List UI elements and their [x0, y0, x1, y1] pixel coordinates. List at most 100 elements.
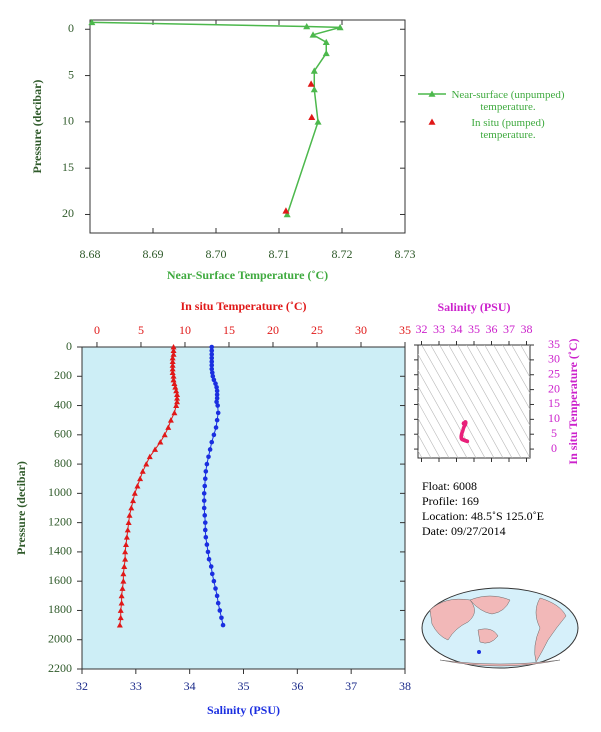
data-point [209, 352, 215, 357]
y-tick-label: 1600 [48, 573, 72, 587]
data-point [137, 475, 144, 482]
x-tick-label: 8.72 [332, 247, 353, 261]
data-point [118, 600, 125, 606]
x-tick-label: 33 [433, 322, 445, 336]
isopycnal [439, 345, 504, 458]
data-point [122, 556, 129, 562]
data-point [124, 526, 131, 533]
data-point [201, 491, 207, 496]
x-tick-label: 8.68 [80, 247, 101, 261]
x-tick-label: 33 [130, 679, 142, 693]
data-point [174, 395, 181, 401]
data-point [165, 424, 172, 430]
data-point [134, 483, 141, 489]
isopycnal [418, 353, 477, 458]
data-point [303, 22, 311, 30]
x2-tick-label: 20 [267, 323, 279, 337]
isopycnal [421, 345, 486, 458]
data-point [201, 505, 207, 511]
x-tick-label: 37 [503, 322, 515, 336]
data-point [123, 541, 130, 547]
x2-axis-label: In situ Temperature (˚C) [180, 299, 306, 313]
data-point [215, 403, 220, 408]
isopycnal [457, 345, 522, 458]
data-point [116, 622, 123, 628]
data-point [209, 366, 215, 372]
data-point [209, 359, 215, 364]
data-point [217, 608, 223, 613]
data-point [173, 402, 180, 408]
data-point [214, 395, 220, 401]
x-tick-label: 32 [76, 679, 88, 693]
data-point [120, 578, 127, 584]
isopycnal [475, 345, 530, 443]
y-tick-label: 200 [54, 368, 72, 382]
legend-label: Near-surface (unpumped) temperature. [451, 89, 565, 113]
data-point [215, 600, 221, 606]
y-tick-label: 2200 [48, 661, 72, 675]
profile-info: Profile: 169 [422, 494, 479, 508]
data-point [208, 564, 214, 569]
isopycnals [418, 345, 530, 458]
x-tick-label: 34 [184, 679, 196, 693]
data-point [126, 512, 133, 518]
data-point [203, 534, 209, 540]
x-tick-label: 35 [238, 679, 250, 693]
ts-point [465, 439, 470, 444]
isopycnal [493, 345, 530, 410]
isopycnal [511, 345, 530, 378]
data-point [128, 505, 135, 511]
isopycnal [418, 369, 468, 458]
data-point [214, 384, 219, 390]
data-point [125, 519, 132, 526]
x-tick-label: 8.69 [143, 247, 164, 261]
x-tick-label: 8.70 [206, 247, 227, 261]
isopycnal [418, 401, 450, 458]
data-point [204, 542, 210, 547]
x-tick-label: 36 [486, 322, 498, 336]
data-point [152, 446, 159, 452]
data-point [201, 498, 207, 503]
isopycnal [484, 345, 530, 427]
data-point [283, 210, 291, 218]
data-point [220, 622, 226, 628]
data-point [173, 387, 180, 394]
data-point [206, 454, 211, 460]
data-point [207, 447, 213, 452]
data-point [210, 373, 216, 379]
y-tick-label: 15 [548, 396, 560, 410]
y-tick-label: 0 [551, 441, 557, 455]
data-point [211, 377, 217, 383]
data-point [130, 497, 137, 504]
data-point [123, 534, 130, 540]
x-tick-label: 8.73 [395, 247, 416, 261]
y-tick-label: 2000 [48, 631, 72, 645]
x2-tick-label: 0 [94, 323, 100, 337]
profile-info: Location: 48.5˚S 125.0˚E [422, 509, 544, 523]
plot-background [81, 346, 406, 670]
data-point [322, 49, 330, 57]
isopycnal [502, 345, 530, 394]
isopycnal [430, 345, 495, 458]
y-axis-label: In situ Temperature (˚C) [566, 338, 580, 464]
data-point [169, 369, 176, 376]
y-tick-label: 20 [548, 381, 560, 395]
data-point [117, 614, 124, 621]
data-point [213, 586, 218, 591]
data-point [204, 461, 210, 467]
data-point [209, 362, 215, 368]
data-point [214, 399, 219, 405]
data-point [209, 355, 215, 361]
data-point [209, 348, 215, 353]
y-tick-label: 800 [54, 456, 72, 470]
data-point [310, 67, 318, 74]
data-point [214, 392, 220, 397]
data-point [282, 207, 290, 214]
data-point [209, 571, 215, 577]
data-point [202, 513, 208, 518]
data-point [131, 490, 138, 496]
x2-tick-label: 25 [311, 323, 323, 337]
y-tick-label: 1200 [48, 514, 72, 528]
data-point [205, 549, 211, 555]
data-point [170, 373, 177, 379]
